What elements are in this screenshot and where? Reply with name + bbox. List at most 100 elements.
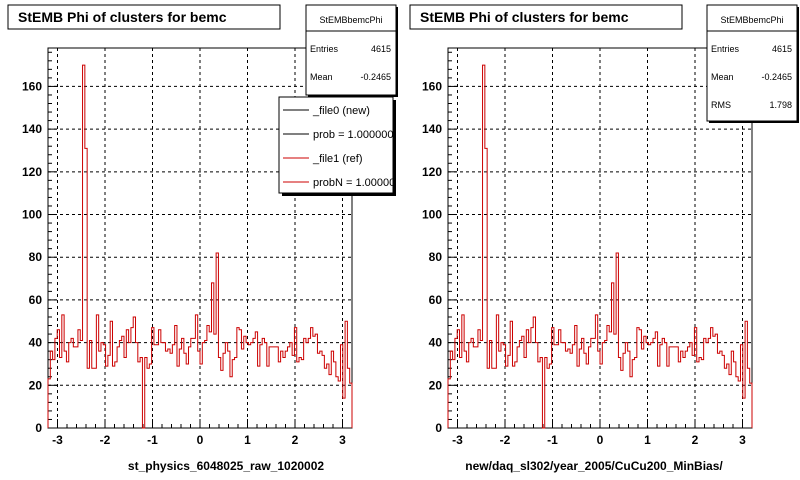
histogram-bin (517, 347, 519, 428)
histogram-bin (711, 328, 713, 428)
histogram-bin (117, 347, 119, 428)
histogram-bin (338, 381, 340, 428)
histogram-bin (89, 340, 91, 428)
histogram-bin (184, 353, 186, 428)
histogram-bin (487, 368, 489, 428)
histogram-bin (133, 317, 135, 428)
y-tick-label: 140 (422, 122, 442, 136)
histogram-bin (262, 338, 264, 428)
histogram-bin (214, 334, 216, 428)
histogram-bin (212, 283, 214, 428)
histogram-bin (536, 343, 538, 428)
histogram-bin (676, 347, 678, 428)
histogram-bin (577, 366, 579, 428)
x-tick-label: 3 (739, 433, 746, 447)
histogram-bin (658, 366, 660, 428)
histogram-bin (508, 355, 510, 428)
histogram-bin (727, 364, 729, 428)
histogram-bin (324, 368, 326, 428)
histogram-bin (202, 343, 204, 428)
histogram-bin (232, 360, 234, 428)
histogram-bin (276, 347, 278, 428)
histogram-bin (547, 368, 549, 428)
x-tick-label: 3 (339, 433, 346, 447)
histogram-bin (623, 353, 625, 428)
x-axis-label: new/daq_sl302/year_2005/CuCu200_MinBias/ (465, 459, 723, 473)
histogram-bin (304, 338, 306, 428)
histogram-bin (64, 351, 66, 428)
histogram-bin (660, 345, 662, 428)
histogram-bin (483, 65, 485, 428)
x-tick-label: 1 (244, 433, 251, 447)
histogram-bin (83, 65, 85, 428)
histogram-bin (664, 343, 666, 428)
y-tick-label: 60 (429, 293, 443, 307)
histogram-bin (526, 330, 528, 428)
histogram-bin (271, 347, 273, 428)
histogram-bin (154, 345, 156, 428)
histogram-bin (708, 338, 710, 428)
histogram-bin (205, 340, 207, 428)
histogram-bin (269, 347, 271, 428)
histogram-bin (724, 368, 726, 428)
histogram-bin (274, 347, 276, 428)
y-tick-label: 20 (29, 378, 43, 392)
y-tick-label: 0 (435, 421, 442, 435)
histogram-bin (80, 340, 82, 428)
histogram-bin (531, 328, 533, 428)
histogram-bin (99, 351, 101, 428)
histogram-bin (165, 351, 167, 428)
histogram-bin (492, 368, 494, 428)
histogram-bin (103, 345, 105, 428)
histogram-bin (607, 326, 609, 428)
histogram-bin (671, 347, 673, 428)
x-tick-label: 0 (597, 433, 604, 447)
histogram-bin (565, 351, 567, 428)
histogram-bin (108, 355, 110, 428)
histogram-bin (549, 364, 551, 428)
histogram-bin (126, 330, 128, 428)
y-tick-label: 100 (22, 208, 42, 222)
histogram-bin (494, 368, 496, 428)
histogram-bin (630, 377, 632, 428)
x-tick-label: 2 (692, 433, 699, 447)
histogram-bin (110, 321, 112, 428)
histogram-bin (209, 332, 211, 428)
stats-value: -0.2465 (360, 72, 391, 82)
histogram-bin (462, 315, 464, 428)
histogram-bin (466, 362, 468, 428)
histogram-bin (350, 383, 352, 428)
histogram-bin (260, 345, 262, 428)
histogram-bin (78, 330, 80, 428)
histogram-bin (235, 358, 237, 428)
histogram-bin (745, 321, 747, 428)
histogram-bin (119, 340, 121, 428)
histogram-bin (653, 338, 655, 428)
histogram-bin (179, 349, 181, 428)
legend-label: _file0 (new) (312, 105, 370, 117)
histogram-bin (747, 368, 749, 428)
histogram-bin (559, 330, 561, 428)
histogram-bin (715, 334, 717, 428)
histogram-bin (632, 360, 634, 428)
histogram-bin (329, 375, 331, 428)
chart-title: StEMB Phi of clusters for bemc (420, 9, 629, 25)
histogram-bin (182, 338, 184, 428)
histogram-bin (237, 328, 239, 428)
histogram-bin (297, 362, 299, 428)
stats-box-name: StEMBbemcPhi (720, 15, 783, 25)
histogram-bin (281, 351, 283, 428)
histogram-bin (308, 338, 310, 428)
histogram-bin (628, 351, 630, 428)
histogram-bin (480, 340, 482, 428)
histogram-bin (499, 351, 501, 428)
left-histogram-pad: -3 -2 -1 0 1 2 3 0 20 40 60 80 100 120 140 160 StEMB Phi… (7, 4, 398, 473)
histogram-bin (669, 347, 671, 428)
histogram-bin (207, 326, 209, 428)
histogram-bin (584, 353, 586, 428)
histogram-bin (612, 283, 614, 428)
x-tick-label: -3 (452, 433, 463, 447)
histogram-bin (48, 379, 50, 428)
histogram-bin (681, 351, 683, 428)
